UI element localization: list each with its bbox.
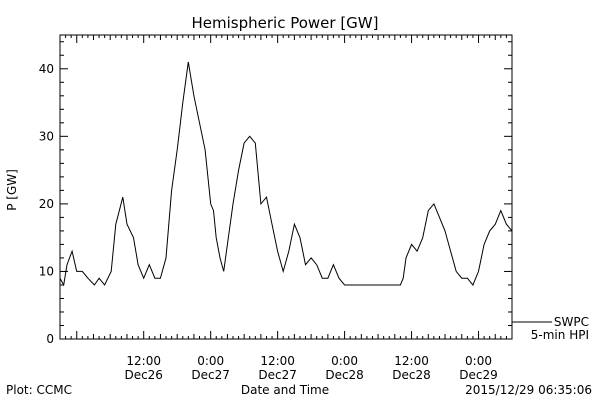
x-tick-date-label: Dec26 xyxy=(124,368,163,382)
x-tick-time-label: 0:00 xyxy=(331,354,358,368)
y-tick-label: 30 xyxy=(39,129,54,143)
x-axis-ticks: 12:00Dec260:00Dec2712:00Dec270:00Dec2812… xyxy=(59,35,513,382)
x-tick-time-label: 12:00 xyxy=(260,354,295,368)
x-tick-date-label: Dec28 xyxy=(392,368,431,382)
chart-title: Hemispheric Power [GW] xyxy=(192,14,379,32)
series-line-5min-hpi xyxy=(59,61,513,287)
x-tick-date-label: Dec28 xyxy=(325,368,364,382)
legend-series-name: 5-min HPI xyxy=(531,328,589,342)
x-tick-date-label: Dec27 xyxy=(258,368,297,382)
legend-source: SWPC xyxy=(554,315,589,329)
x-tick-time-label: 0:00 xyxy=(465,354,492,368)
x-tick-date-label: Dec29 xyxy=(459,368,498,382)
y-axis-ticks: 0 10 20 30 40 xyxy=(39,41,512,346)
plot-credit: Plot: CCMC xyxy=(6,383,72,397)
y-tick-label: 20 xyxy=(39,197,54,211)
y-tick-label: 0 xyxy=(46,332,54,346)
x-tick-time-label: 12:00 xyxy=(394,354,429,368)
x-tick-time-label: 12:00 xyxy=(126,354,161,368)
plot-frame xyxy=(59,34,513,340)
x-axis-label: Date and Time xyxy=(241,383,329,397)
x-tick-date-label: Dec27 xyxy=(191,368,230,382)
y-axis-label: P [GW] xyxy=(5,169,19,211)
y-tick-label: 10 xyxy=(39,264,54,278)
plot-timestamp: 2015/12/29 06:35:06 xyxy=(465,383,592,397)
x-tick-time-label: 0:00 xyxy=(197,354,224,368)
y-tick-label: 40 xyxy=(39,62,54,76)
